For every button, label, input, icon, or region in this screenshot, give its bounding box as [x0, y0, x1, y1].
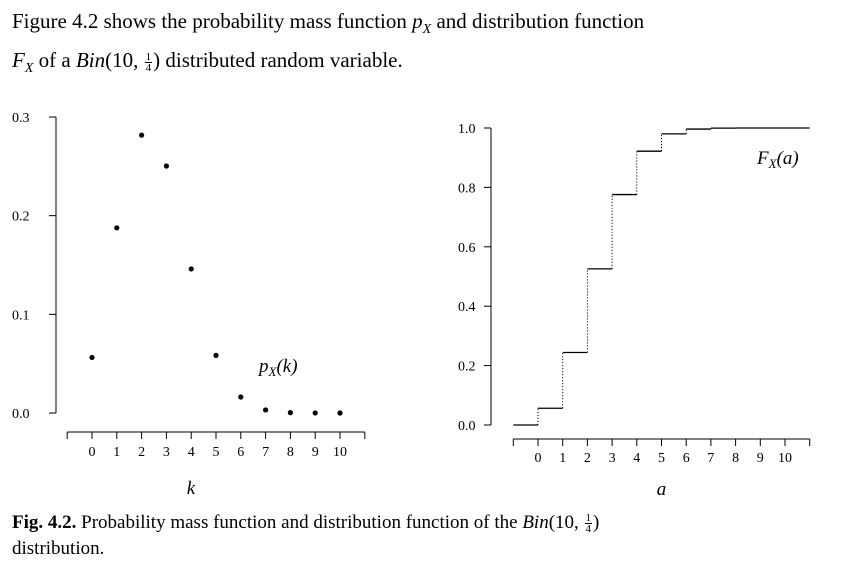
pmf-y-tick-label: 0.2: [12, 210, 30, 225]
caption-bin: Bin: [522, 512, 549, 533]
caption-text1: Probability mass function and distributi…: [76, 512, 523, 533]
cdf-y-tick-label: 0.0: [458, 419, 476, 434]
pmf-y-tick-label: 0.1: [12, 308, 30, 323]
intro-FX-sub: X: [24, 61, 34, 77]
intro-frac-num: 1: [144, 50, 153, 63]
pmf-x-axis-title: k: [187, 478, 196, 499]
intro-paren-close: ): [153, 48, 161, 73]
pmf-y-tick-label: 0.0: [12, 407, 30, 422]
pmf-series-label: pX(k): [257, 356, 298, 379]
cdf-y-tick-label: 0.8: [458, 181, 476, 196]
intro-frac-den: 4: [145, 61, 152, 74]
pmf-point: [337, 410, 343, 416]
pmf-chart: 0.0 0.1 0.2 0.3 0 1 2 3 4 5 6 7 8 9 10 k pX(k): [12, 111, 366, 499]
intro-bin: Bin: [75, 48, 106, 73]
pmf-x-tick-label: 0: [89, 445, 96, 460]
pmf-point: [238, 394, 244, 400]
cdf-x-tick-label: 7: [707, 451, 714, 466]
cdf-x-tick-label: 4: [633, 451, 640, 466]
intro-pX-sub: X: [422, 22, 432, 38]
caption-paren-close: ): [593, 512, 600, 533]
caption-label: Fig. 4.2.: [12, 512, 77, 533]
pmf-x-tick-label: 9: [312, 445, 319, 460]
pmf-point: [188, 266, 194, 272]
pmf-point: [163, 163, 169, 169]
cdf-x-tick-label: 5: [658, 451, 665, 466]
caption-frac-den: 4: [585, 523, 592, 536]
pmf-x-tick-label: 10: [333, 445, 347, 460]
cdf-x-tick-label: 8: [732, 451, 739, 466]
caption-paren-open: (10,: [548, 512, 584, 533]
cdf-y-tick-label: 0.4: [458, 300, 476, 315]
caption-text2: distribution.: [12, 538, 105, 559]
pmf-point: [213, 352, 219, 358]
cdf-series-label: FX(a): [756, 148, 799, 171]
cdf-x-tick-label: 0: [535, 451, 542, 466]
cdf-x-tick-label: 3: [609, 451, 616, 466]
cdf-x-tick-label: 1: [559, 451, 566, 466]
intro-part4: distributed random variable.: [160, 48, 403, 73]
pmf-point: [312, 410, 318, 416]
cdf-y-tick-label: 0.6: [458, 241, 476, 256]
pmf-x-tick-label: 7: [262, 445, 269, 460]
figure-caption: Fig. 4.2. Probability mass function and …: [12, 510, 834, 562]
pmf-point: [89, 354, 95, 361]
pmf-x-tick-label: 6: [237, 445, 244, 460]
intro-part2: and distribution function: [431, 9, 645, 33]
cdf-x-tick-label: 6: [683, 451, 690, 466]
pmf-point: [114, 225, 120, 231]
cdf-x-tick-label: 10: [778, 451, 792, 466]
pmf-point: [139, 132, 145, 138]
cdf-x-tick-label: 9: [757, 451, 764, 466]
intro-pX: p: [412, 9, 423, 33]
cdf-y-tick-label: 0.2: [458, 360, 476, 375]
pmf-x-tick-label: 3: [163, 445, 170, 460]
pmf-x-tick-label: 4: [188, 445, 195, 460]
pmf-y-tick-label: 0.3: [12, 111, 30, 126]
pmf-x-tick-label: 5: [213, 445, 220, 460]
intro-FX: F: [12, 48, 25, 73]
pmf-point: [263, 407, 269, 413]
pmf-x-tick-label: 1: [113, 445, 120, 460]
pmf-x-tick-label: 2: [138, 445, 145, 460]
pmf-point: [287, 410, 293, 416]
pmf-x-tick-label: 8: [287, 445, 294, 460]
intro-part3: of a: [33, 48, 76, 73]
caption-frac-num: 1: [584, 512, 593, 525]
intro-part1: Figure 4.2 shows the probability mass fu…: [12, 9, 413, 33]
cdf-chart: 0.0 0.2 0.4 0.6 0.8 1.0 0 1 2 3 4 5 6 7 8 9 10 a FX(a): [458, 122, 811, 500]
intro-paren-open: (10,: [105, 48, 144, 73]
intro-text: Figure 4.2 shows the probability mass fu…: [12, 6, 834, 84]
cdf-x-tick-label: 2: [584, 451, 591, 466]
cdf-x-axis-title: a: [657, 479, 667, 500]
cdf-y-tick-label: 1.0: [458, 122, 476, 137]
